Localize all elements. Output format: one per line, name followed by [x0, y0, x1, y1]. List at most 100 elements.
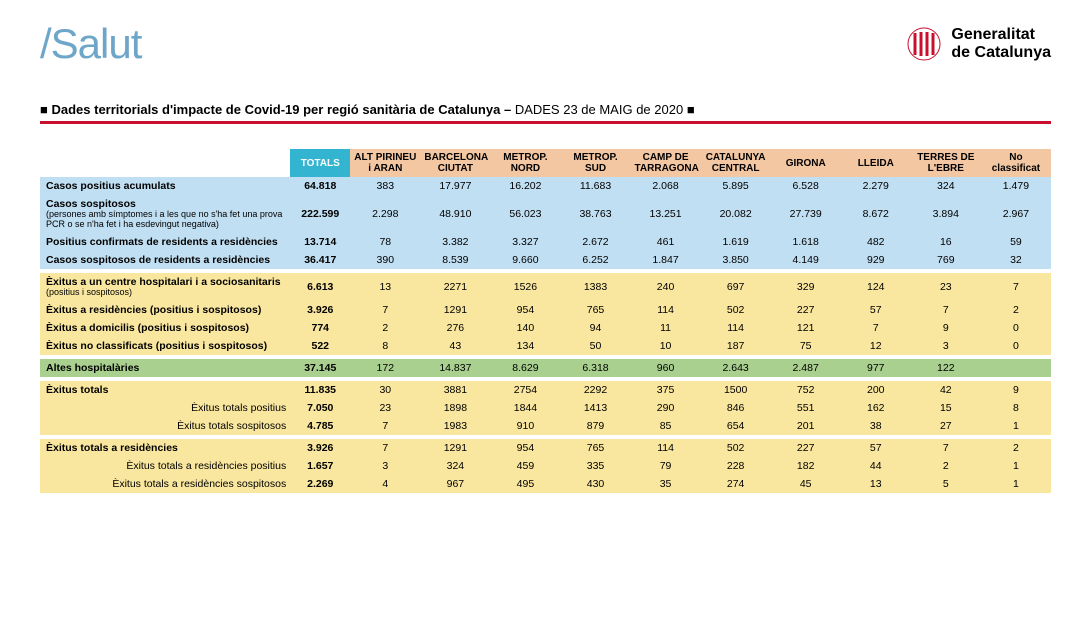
- row-value: 495: [490, 475, 560, 493]
- row-value: 227: [771, 301, 841, 319]
- header-region: TERRES DE L'EBRE: [911, 149, 981, 177]
- row-value: 8: [350, 337, 420, 355]
- row-value: 9: [911, 319, 981, 337]
- header-region: METROP. SUD: [560, 149, 630, 177]
- row-value: 9.660: [490, 251, 560, 269]
- row-value: 1526: [490, 273, 560, 301]
- row-value: 8.672: [841, 195, 911, 233]
- row-value: 5: [911, 475, 981, 493]
- row-value: 3.327: [490, 233, 560, 251]
- row-value: 1: [981, 475, 1051, 493]
- row-value: 290: [631, 399, 701, 417]
- row-value: 11: [631, 319, 701, 337]
- row-value: 2.643: [701, 359, 771, 377]
- row-value: 59: [981, 233, 1051, 251]
- title-bullet: ■: [40, 102, 48, 117]
- row-value: 2754: [490, 381, 560, 399]
- row-value: 2.068: [631, 177, 701, 195]
- gc-line2: de Catalunya: [951, 44, 1051, 61]
- row-note: (positius i sospitosos): [46, 288, 286, 298]
- row-total: 36.417: [290, 251, 350, 269]
- row-value: 2292: [560, 381, 630, 399]
- row-value: 124: [841, 273, 911, 301]
- row-value: 0: [981, 337, 1051, 355]
- row-value: 2: [911, 457, 981, 475]
- row-value: 16: [911, 233, 981, 251]
- row-value: 38: [841, 417, 911, 435]
- row-total: 13.714: [290, 233, 350, 251]
- row-value: 201: [771, 417, 841, 435]
- row-label: Èxitus totals a residències: [40, 439, 290, 457]
- row-value: 23: [350, 399, 420, 417]
- row-value: 2: [981, 439, 1051, 457]
- row-total: 222.599: [290, 195, 350, 233]
- row-value: 697: [701, 273, 771, 301]
- row-label: Positius confirmats de residents a resid…: [40, 233, 290, 251]
- row-value: 954: [490, 439, 560, 457]
- row-label: Casos sospitosos de residents a residènc…: [40, 251, 290, 269]
- row-value: 23: [911, 273, 981, 301]
- header-region: CAMP DE TARRAGONA: [631, 149, 701, 177]
- row-value: 13.251: [631, 195, 701, 233]
- row-value: 2.487: [771, 359, 841, 377]
- header-region: No classificat: [981, 149, 1051, 177]
- row-value: 182: [771, 457, 841, 475]
- row-value: 3: [350, 457, 420, 475]
- table-row: Èxitus a residències (positius i sospito…: [40, 301, 1051, 319]
- row-value: 461: [631, 233, 701, 251]
- row-label: Èxitus a domicilis (positius i sospitoso…: [40, 319, 290, 337]
- page-header: /Salut Generalitat de Catalunya: [40, 20, 1051, 68]
- row-value: 16.202: [490, 177, 560, 195]
- row-value: 1413: [560, 399, 630, 417]
- row-value: 390: [350, 251, 420, 269]
- table-row: Casos positius acumulats64.81838317.9771…: [40, 177, 1051, 195]
- table-row: Èxitus totals positius7.0502318981844141…: [40, 399, 1051, 417]
- row-value: 1.479: [981, 177, 1051, 195]
- row-value: [981, 359, 1051, 377]
- row-label: Èxitus totals: [40, 381, 290, 399]
- row-value: 44: [841, 457, 911, 475]
- row-value: 383: [350, 177, 420, 195]
- row-value: 10: [631, 337, 701, 355]
- table-row: Èxitus totals a residències sospitosos2.…: [40, 475, 1051, 493]
- row-label: Èxitus a un centre hospitalari i a socio…: [40, 273, 290, 301]
- header-region: BARCELONA CIUTAT: [420, 149, 490, 177]
- row-value: 7: [841, 319, 911, 337]
- row-value: 122: [911, 359, 981, 377]
- row-value: 502: [701, 301, 771, 319]
- row-value: 187: [701, 337, 771, 355]
- row-value: 752: [771, 381, 841, 399]
- header-region: METROP. NORD: [490, 149, 560, 177]
- row-value: 954: [490, 301, 560, 319]
- row-value: 7: [911, 301, 981, 319]
- row-value: 769: [911, 251, 981, 269]
- row-value: 15: [911, 399, 981, 417]
- row-value: 200: [841, 381, 911, 399]
- row-total: 3.926: [290, 301, 350, 319]
- table-row: Casos sospitosos(persones amb símptomes …: [40, 195, 1051, 233]
- page-title: ■ Dades territorials d'impacte de Covid-…: [40, 98, 1051, 124]
- row-value: 1844: [490, 399, 560, 417]
- row-value: 27.739: [771, 195, 841, 233]
- row-label: Èxitus a residències (positius i sospito…: [40, 301, 290, 319]
- row-value: 57: [841, 439, 911, 457]
- table-row: Èxitus totals a residències positius1.65…: [40, 457, 1051, 475]
- row-value: 75: [771, 337, 841, 355]
- row-value: 929: [841, 251, 911, 269]
- row-value: 48.910: [420, 195, 490, 233]
- row-value: 324: [911, 177, 981, 195]
- row-value: 79: [631, 457, 701, 475]
- row-value: 4.149: [771, 251, 841, 269]
- row-value: 1.847: [631, 251, 701, 269]
- title-date: DADES 23 de MAIG de 2020: [515, 102, 683, 117]
- row-value: 38.763: [560, 195, 630, 233]
- row-value: 910: [490, 417, 560, 435]
- row-value: 114: [631, 439, 701, 457]
- row-value: 1: [981, 457, 1051, 475]
- header-blank: [40, 149, 290, 177]
- row-value: 162: [841, 399, 911, 417]
- header-region: GIRONA: [771, 149, 841, 177]
- row-value: 114: [701, 319, 771, 337]
- row-value: 11.683: [560, 177, 630, 195]
- gc-line1: Generalitat: [951, 26, 1035, 43]
